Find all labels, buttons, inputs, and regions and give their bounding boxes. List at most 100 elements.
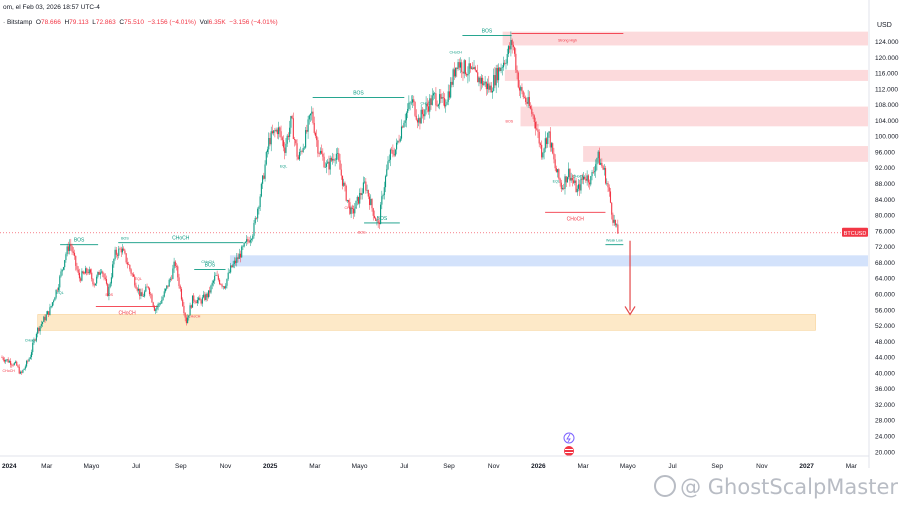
candle-body [587,175,589,183]
y-tick-label: 80.000 [875,213,895,220]
y-tick-label: 20.000 [875,449,895,456]
candle-body [613,219,615,223]
candle-body [389,149,391,160]
candle-body [466,74,468,76]
candle-body [531,108,533,114]
candle-body [335,153,337,160]
candle-body [26,360,28,367]
candle-body [319,150,321,154]
candle-body [168,279,170,287]
candle-body [603,168,605,170]
y-tick-label: 28.000 [875,418,895,425]
candle-body [98,271,100,275]
candle-body [318,153,320,155]
candle-body [11,364,13,366]
candle-body [582,176,584,180]
candle-body [498,67,500,81]
candle-body [1,357,3,358]
candle-body [13,362,15,366]
candle-body [386,169,388,177]
candle-body [377,220,379,223]
candle-body [400,126,403,139]
x-tick-label: 2026 [531,463,546,470]
candle-body [555,168,557,173]
candle-body [597,151,599,159]
candle-body [474,67,476,71]
candle-body [169,278,171,280]
candle-body [286,135,288,144]
candle-body [575,180,577,193]
candle-body [33,339,35,343]
candle-body [302,148,304,152]
candle-body [343,182,345,186]
candle-body [606,183,608,184]
zones-layer [37,31,869,331]
mini-structure-label: EQL [553,180,560,184]
candle-body [203,294,205,298]
candle-body [257,208,259,219]
candle-body [230,265,232,273]
candle-body [273,130,275,134]
candle-body [366,190,368,191]
candle-body [99,272,101,275]
candle-body [353,208,355,214]
candle-body [485,81,487,90]
candle-body [57,287,60,291]
candle-body [162,296,164,300]
y-tick-label: 92.000 [875,165,895,172]
candle-body [259,196,261,207]
candle-body [482,77,484,86]
candle-body [96,276,98,284]
candle-body [384,176,387,188]
candle-body [53,300,55,303]
candle-body [70,243,72,247]
candle-body [228,272,230,274]
candle-body [548,131,550,133]
candle-body [421,109,423,115]
candle-body [617,224,619,234]
candle-body [48,311,50,315]
candle-body [525,97,527,102]
candle-body [211,282,213,286]
candle-body [458,62,460,68]
candle-body [22,370,24,373]
x-tick-label: Mar [846,463,858,470]
candle-body [151,294,153,303]
candle-body [398,140,400,142]
candle-body [216,275,218,276]
candle-body [393,153,395,156]
candle-body [357,196,360,204]
candle-body [404,120,406,123]
candle-body [136,288,138,291]
volume-label: Vol [199,19,209,26]
candle-body [158,303,160,305]
candle-body [409,102,411,104]
projection-arrow-head-icon [624,306,636,316]
candle-body [380,204,382,225]
candle-body [102,271,104,274]
overlay-layer: BTCUSD75.52075.51001:02:15 [0,219,900,456]
candle-body [328,161,330,170]
candle-body [332,158,334,161]
y-tick-label: 124.000 [875,39,899,46]
candle-body [270,131,272,145]
candle-body [32,342,34,353]
candle-body [130,269,132,274]
y-tick-label: 120.000 [875,55,899,62]
candle-body [56,289,58,291]
flag-stripe-icon [565,449,573,450]
candle-body [307,119,309,132]
x-tick-label: Sep [711,463,723,470]
candle-body [489,85,491,90]
zone-demand_major-5 [37,314,816,331]
candle-body [164,288,167,292]
candle-body [54,297,56,301]
candle-body [512,44,514,48]
candle-body [518,87,521,91]
candle-body [530,105,532,109]
candle-body [10,361,12,365]
candle-body [248,240,250,243]
candle-body [81,271,83,281]
candle-body [354,208,356,214]
